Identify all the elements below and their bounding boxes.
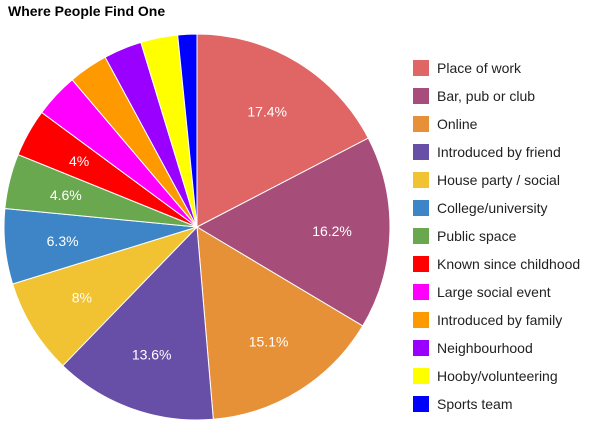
- pie-label-bar-pub-or-club: 16.2%: [312, 223, 352, 239]
- legend-swatch: [413, 256, 429, 272]
- legend-item-introduced-by-friend: Introduced by friend: [413, 138, 580, 166]
- legend-label: Neighbourhood: [437, 340, 533, 356]
- legend-swatch: [413, 144, 429, 160]
- legend-swatch: [413, 340, 429, 356]
- legend-item-large-social-event: Large social event: [413, 278, 580, 306]
- legend-label: Public space: [437, 228, 517, 244]
- legend-label: Sports team: [437, 396, 513, 412]
- pie-label-online: 15.1%: [249, 334, 289, 350]
- legend-label: Online: [437, 116, 478, 132]
- pie-label-place-of-work: 17.4%: [247, 104, 287, 120]
- legend-swatch: [413, 60, 429, 76]
- chart-title: Where People Find One: [8, 3, 166, 19]
- legend-swatch: [413, 116, 429, 132]
- legend-item-introduced-by-family: Introduced by family: [413, 306, 580, 334]
- legend-label: Known since childhood: [437, 256, 581, 272]
- pie-slice-bar-pub-or-club: [195, 137, 391, 327]
- chart-legend: Place of work Bar, pub or club Online Intro…: [413, 54, 580, 418]
- legend-item-sports-team: Sports team: [413, 390, 580, 418]
- legend-item-hooby-volunteering: Hooby/volunteering: [413, 362, 580, 390]
- legend-swatch: [413, 396, 429, 412]
- legend-label: Large social event: [437, 284, 551, 300]
- legend-item-place-of-work: Place of work: [413, 54, 580, 82]
- legend-swatch: [413, 284, 429, 300]
- legend-label: Hooby/volunteering: [437, 368, 558, 384]
- pie-label-introduced-by-friend: 13.6%: [132, 346, 172, 362]
- legend-swatch: [413, 312, 429, 328]
- legend-swatch: [413, 200, 429, 216]
- legend-label: College/university: [437, 200, 548, 216]
- legend-item-neighbourhood: Neighbourhood: [413, 334, 580, 362]
- pie-slice-introduced-by-friend: [62, 225, 214, 421]
- pie-slice-house-party-social: [11, 226, 198, 367]
- pie-label-public-space: 4.6%: [50, 187, 82, 203]
- legend-item-public-space: Public space: [413, 222, 580, 250]
- pie-label-college-university: 6.3%: [47, 233, 79, 249]
- legend-item-online: Online: [413, 110, 580, 138]
- pie-label-house-party-social: 8%: [72, 290, 92, 306]
- pie-slice-sports-team: [177, 33, 198, 228]
- legend-item-house-party-social: House party / social: [413, 166, 580, 194]
- legend-swatch: [413, 368, 429, 384]
- legend-label: House party / social: [437, 172, 560, 188]
- pie-slice-online: [196, 226, 364, 420]
- pie-chart: 17.4% 16.2% 15.1% 13.6% 8% 6.3% 4.6% 4%: [3, 33, 391, 421]
- legend-label: Introduced by friend: [437, 144, 561, 160]
- pie-label-known-since-childhood: 4%: [69, 153, 89, 169]
- legend-swatch: [413, 88, 429, 104]
- legend-swatch: [413, 172, 429, 188]
- legend-item-bar-pub-or-club: Bar, pub or club: [413, 82, 580, 110]
- legend-label: Place of work: [437, 60, 522, 76]
- legend-item-known-since-childhood: Known since childhood: [413, 250, 580, 278]
- pie-slice-place-of-work: [196, 33, 369, 228]
- legend-swatch: [413, 228, 429, 244]
- legend-item-college-university: College/university: [413, 194, 580, 222]
- legend-label: Introduced by family: [437, 312, 563, 328]
- legend-label: Bar, pub or club: [437, 88, 536, 104]
